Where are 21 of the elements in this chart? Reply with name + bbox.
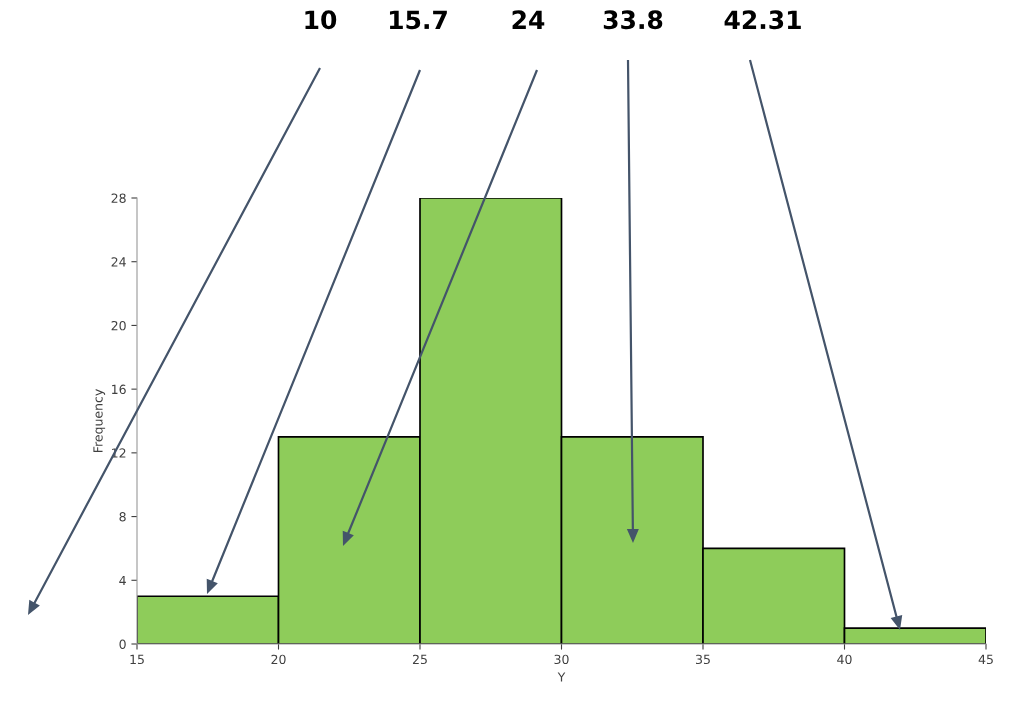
x-tick-label: 35 [696,654,710,665]
y-tick-label: 24 [111,257,126,267]
y-tick-label: 16 [112,384,126,395]
y-tick-label: 8 [119,512,126,522]
text: 10 [305,10,337,30]
text: 24 [512,10,545,29]
x-tick-label: 15 [130,654,144,665]
y-axis-title: Frequency [93,389,106,453]
x-axis-title: Y [557,672,566,682]
x-tick-label: 40 [837,654,852,665]
x-tick-label: 20 [271,654,286,665]
x-tick-label: 30 [554,654,569,665]
y-tick-label: 28 [111,193,126,203]
y-tick-label: 4 [119,575,126,586]
text: 33.8 [603,10,663,30]
y-tick-label: 0 [119,639,126,649]
text: 42.31 [724,10,801,30]
x-tick-label: 45 [978,654,993,665]
text: 15.7 [389,10,447,30]
y-tick-label: 20 [111,320,126,331]
x-tick-label: 25 [412,654,427,665]
